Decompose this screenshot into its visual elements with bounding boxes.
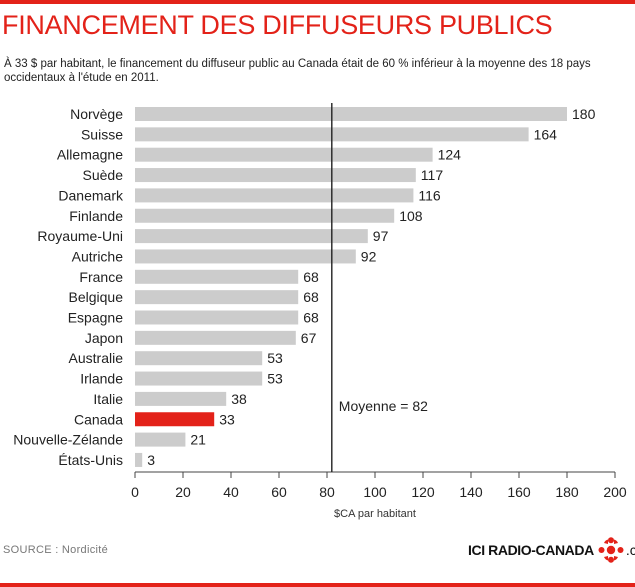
x-tick-label: 20 — [175, 484, 191, 500]
x-tick-label: 200 — [603, 484, 627, 500]
category-label: Danemark — [58, 187, 124, 203]
bar — [135, 269, 299, 284]
logo-wordmark: ICI RADIO-CANADA — [468, 542, 594, 558]
bar — [135, 188, 414, 203]
x-axis-label: $CA par habitant — [334, 508, 416, 520]
bar — [135, 290, 299, 305]
x-tick-label: 40 — [223, 484, 239, 500]
top-accent-bar — [0, 0, 635, 4]
bar — [135, 391, 227, 406]
value-label: 124 — [438, 147, 462, 163]
category-label: Canada — [74, 411, 123, 427]
value-label: 180 — [572, 106, 596, 122]
brand-logo: ICI RADIO-CANADA .ca — [468, 537, 635, 563]
category-label: Suède — [83, 167, 124, 183]
bar — [135, 452, 143, 467]
category-label: Royaume-Uni — [37, 228, 123, 244]
bar — [135, 147, 433, 162]
category-label: Belgique — [69, 289, 124, 305]
chart-subtitle: À 33 $ par habitant, le financement du d… — [4, 58, 591, 84]
x-tick-label: 80 — [319, 484, 335, 500]
value-label: 53 — [267, 371, 283, 387]
bottom-accent-bar — [0, 583, 635, 587]
x-tick-label: 160 — [507, 484, 531, 500]
source-note: SOURCE : Nordicité — [3, 544, 109, 556]
value-label: 164 — [534, 126, 558, 142]
value-label: 108 — [399, 208, 423, 224]
category-label: Norvège — [70, 106, 123, 122]
category-label: Irlande — [80, 371, 123, 387]
value-label: 21 — [190, 432, 206, 448]
bar — [135, 351, 263, 366]
value-label: 68 — [303, 310, 319, 326]
value-label: 67 — [301, 330, 317, 346]
value-label: 38 — [231, 391, 247, 407]
value-label: 92 — [361, 248, 377, 264]
category-label: Nouvelle-Zélande — [13, 432, 123, 448]
category-label: Finlande — [69, 208, 123, 224]
x-tick-label: 140 — [459, 484, 483, 500]
bar — [135, 330, 296, 345]
bar — [135, 371, 263, 386]
category-label: Japon — [85, 330, 123, 346]
category-label: Italie — [93, 391, 123, 407]
chart-title: FINANCEMENT DES DIFFUSEURS PUBLICS — [2, 10, 553, 40]
value-label: 117 — [421, 167, 444, 183]
category-label: Allemagne — [57, 147, 123, 163]
logo-suffix: .ca — [625, 542, 635, 558]
x-tick-label: 120 — [411, 484, 435, 500]
value-label: 68 — [303, 269, 319, 285]
bar — [135, 208, 395, 223]
value-label: 68 — [303, 289, 319, 305]
x-tick-label: 100 — [363, 484, 387, 500]
bar-chart: Norvège 180 Suisse 164 Allemagne 124 Suède 117 D… — [13, 103, 627, 520]
bar — [135, 168, 416, 183]
average-label: Moyenne = 82 — [339, 398, 428, 414]
category-label: Suisse — [81, 126, 123, 142]
x-tick-label: 60 — [271, 484, 287, 500]
category-label: France — [79, 269, 123, 285]
bar — [135, 310, 299, 325]
value-label: 33 — [219, 411, 235, 427]
bar — [135, 249, 356, 264]
bar — [135, 107, 567, 121]
bar — [135, 432, 186, 447]
x-tick-label: 180 — [555, 484, 579, 500]
category-label: Autriche — [72, 248, 124, 264]
value-label: 97 — [373, 228, 389, 244]
radio-canada-gem-icon — [598, 537, 624, 563]
x-tick-label: 0 — [131, 484, 139, 500]
category-label: Espagne — [68, 310, 123, 326]
value-label: 3 — [147, 452, 155, 468]
value-label: 53 — [267, 350, 283, 366]
bar — [135, 412, 215, 427]
bar — [135, 229, 368, 244]
value-label: 116 — [418, 187, 441, 203]
category-label: États-Unis — [58, 452, 123, 468]
category-label: Australie — [69, 350, 124, 366]
